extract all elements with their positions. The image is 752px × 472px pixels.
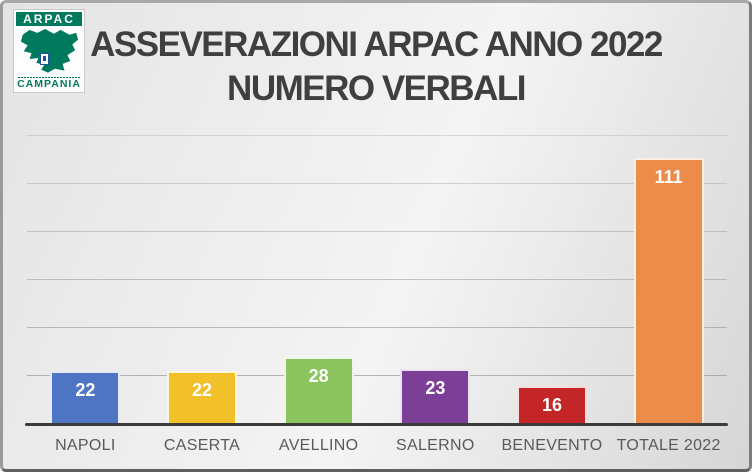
x-axis-label: SALERNO <box>396 437 475 454</box>
chart-title: ASSEVERAZIONI ARPAC ANNO 2022 NUMERO VER… <box>3 23 749 111</box>
gridline <box>27 327 727 328</box>
plot-area: 22 22 28 23 16 111 <box>27 135 727 424</box>
bar-avellino: 28 <box>283 356 354 424</box>
gridline <box>27 183 727 184</box>
x-axis-labels: NAPOLI CASERTA AVELLINO SALERNO BENEVENTO TOT… <box>27 437 727 459</box>
bar-value-label: 23 <box>425 377 446 398</box>
x-axis-label: TOTALE 2022 <box>616 437 721 454</box>
gridline <box>27 375 727 376</box>
logo-emblem-icon <box>40 53 49 65</box>
chart-title-line1: ASSEVERAZIONI ARPAC ANNO 2022 <box>90 25 663 64</box>
bar-totale-2022: 111 <box>633 157 704 424</box>
x-axis-line <box>25 422 728 426</box>
gridline <box>27 231 727 232</box>
logo-arpac-wordmark: ARPAC <box>16 12 82 26</box>
bar-value-label: 16 <box>541 394 563 415</box>
bar-salerno: 23 <box>400 368 471 424</box>
x-axis-label: CASERTA <box>163 437 241 454</box>
bar-value-label: 111 <box>654 166 683 187</box>
gridline <box>27 135 727 136</box>
chart-title-line2: NUMERO VERBALI <box>227 69 526 108</box>
bar-value-label: 28 <box>308 365 329 386</box>
campania-map-icon <box>16 27 82 76</box>
arpac-logo: ARPAC CAMPANIA <box>13 9 85 93</box>
x-axis-label: AVELLINO <box>278 437 359 454</box>
bar-value-label: 22 <box>191 380 213 401</box>
bar-caserta: 22 <box>167 371 237 424</box>
bar-benevento: 16 <box>517 385 587 424</box>
bar-napoli: 22 <box>50 371 121 424</box>
bar-value-label: 22 <box>75 380 96 401</box>
x-axis-label: BENEVENTO <box>501 437 603 454</box>
gridline <box>27 279 727 280</box>
x-axis-label: NAPOLI <box>55 437 116 454</box>
logo-agency-strip <box>17 76 81 78</box>
logo-region-label: CAMPANIA <box>17 78 81 90</box>
